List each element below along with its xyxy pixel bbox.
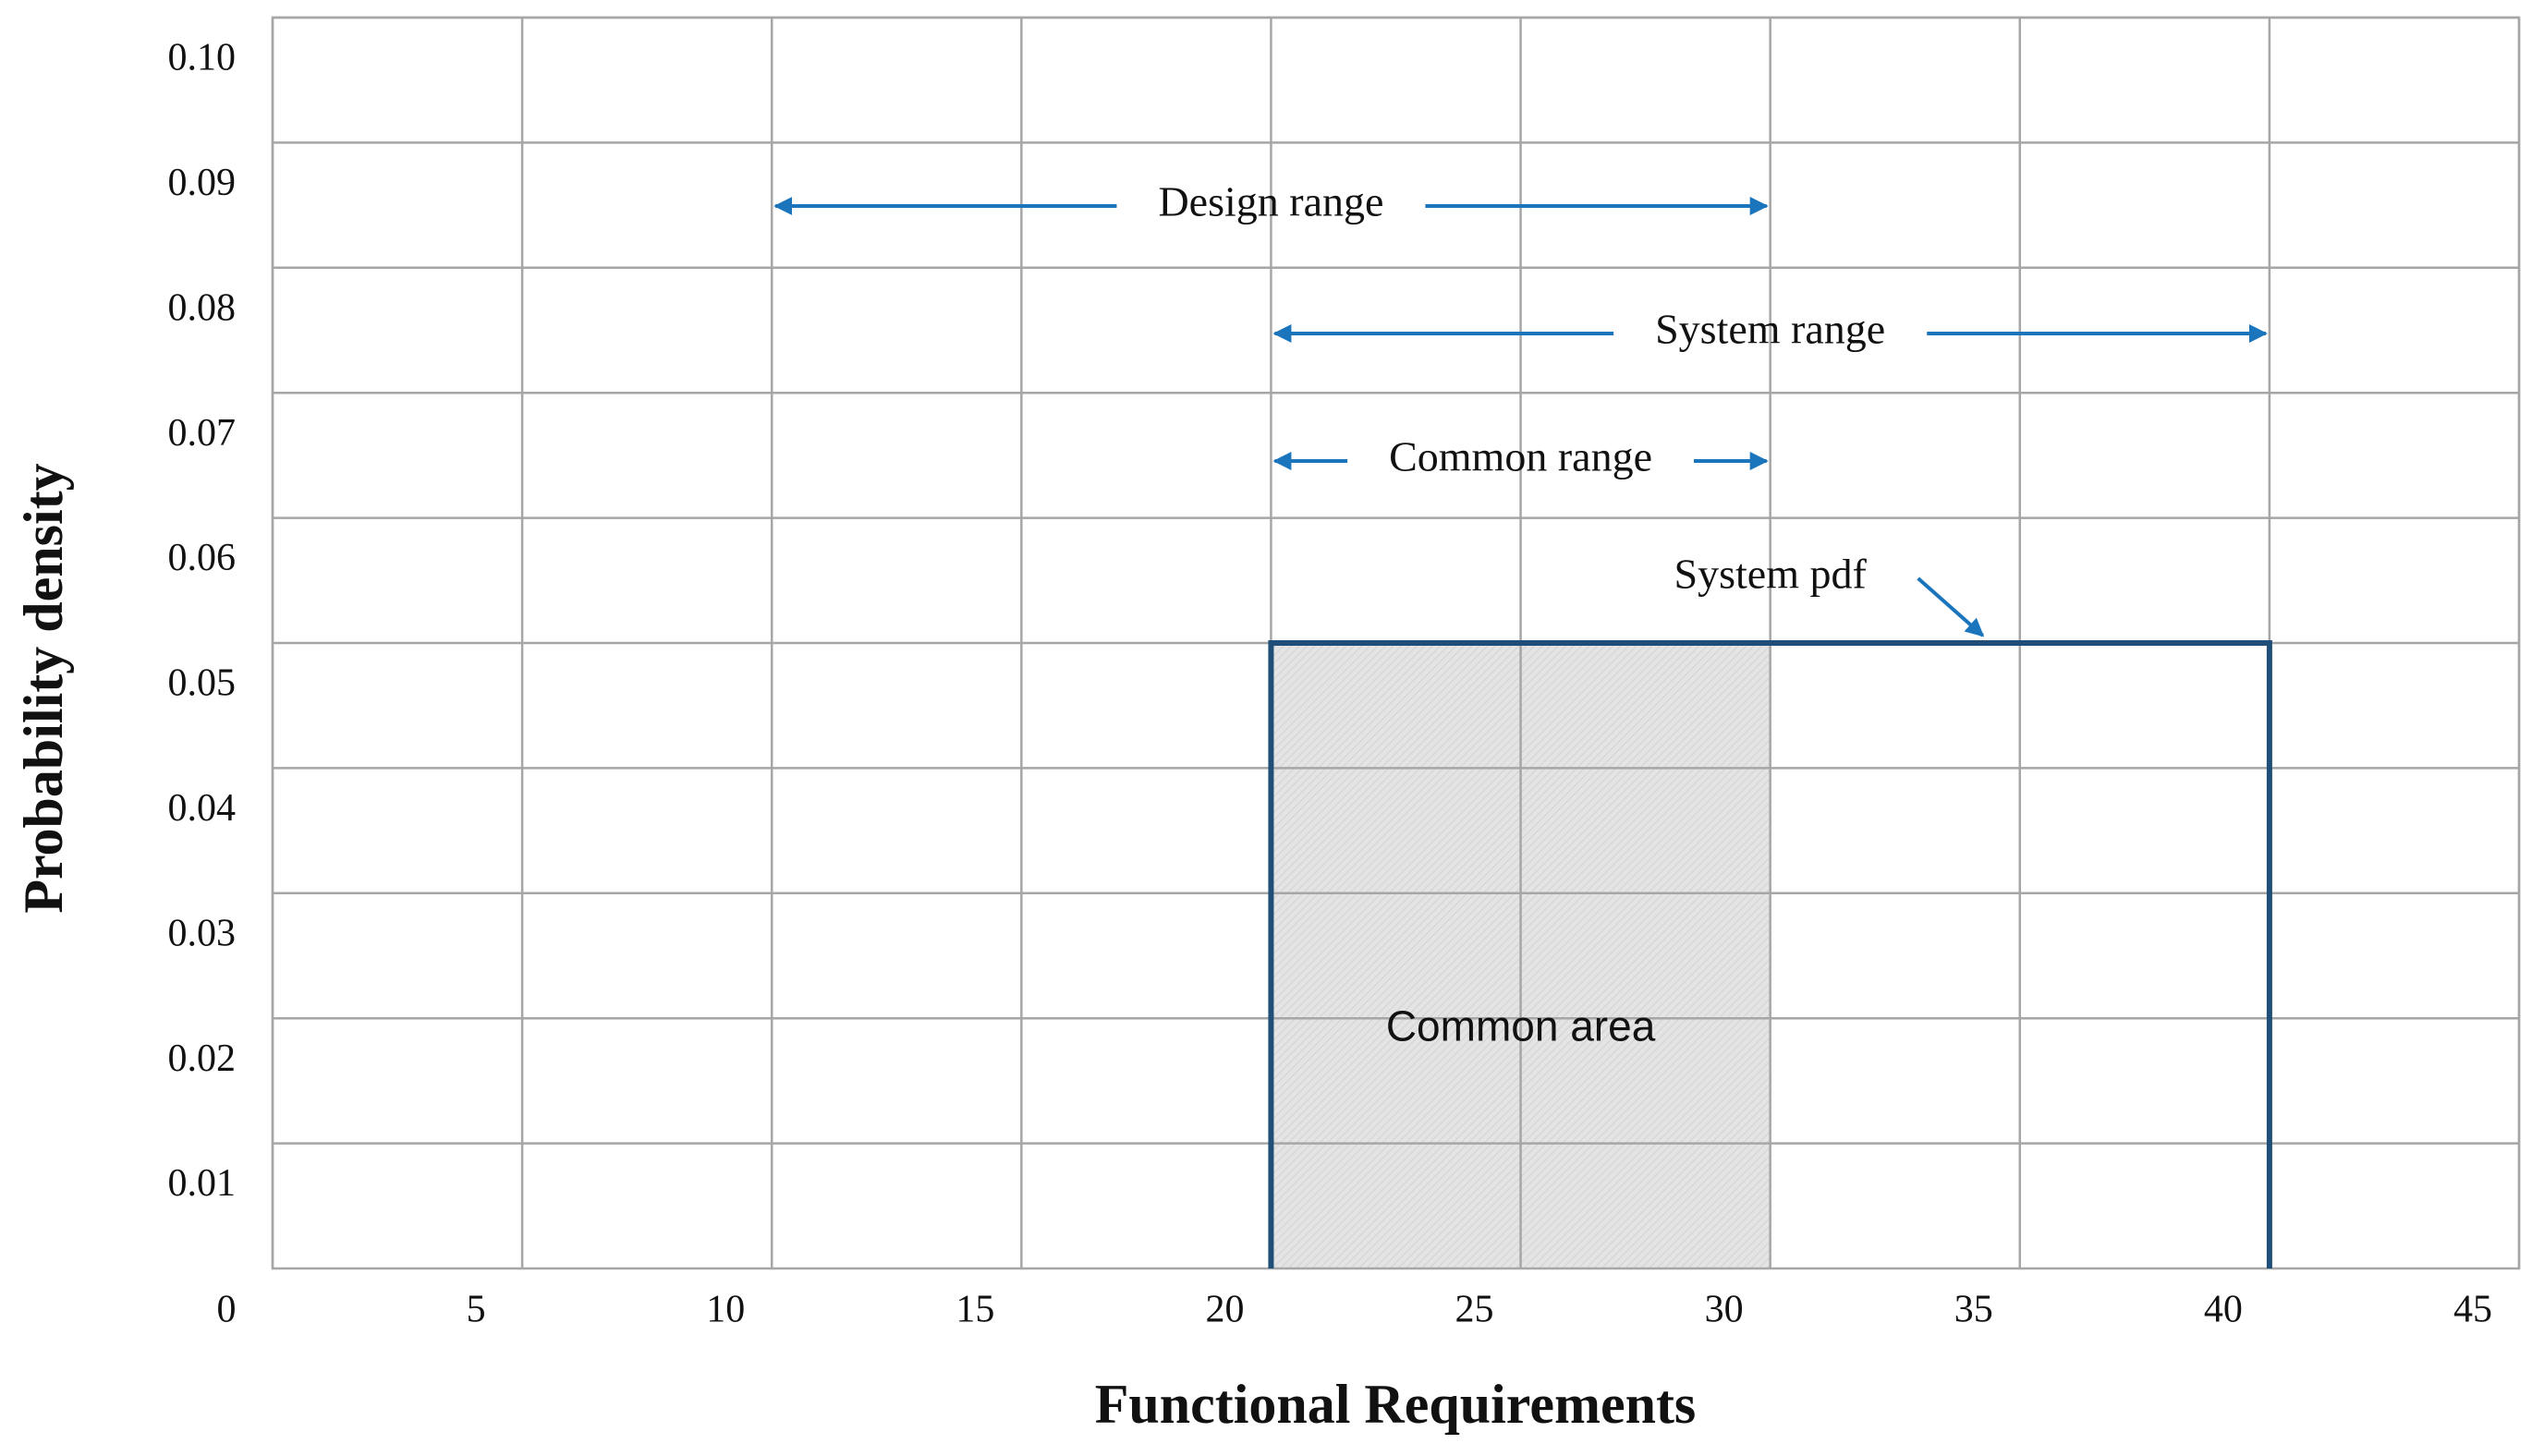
x-tick-label: 45 — [2453, 1289, 2492, 1331]
range-label: Common range — [1389, 433, 1652, 480]
area-label: Common area — [1386, 1002, 1656, 1050]
y-tick-label: 0.08 — [168, 286, 237, 329]
y-axis-title: Probability density — [13, 463, 74, 913]
y-tick-label: 0.02 — [168, 1037, 237, 1080]
series-label: System pdf — [1674, 551, 1868, 598]
y-tick-label: 0.04 — [168, 787, 237, 830]
x-tick-label: 0 — [217, 1289, 237, 1331]
y-tick-label: 0.05 — [168, 662, 237, 705]
range-label: Design range — [1158, 178, 1383, 225]
plot-frame — [271, 16, 2521, 1270]
y-tick-label: 0.01 — [168, 1162, 237, 1205]
series-label-arrow — [1917, 576, 1985, 637]
x-tick-label: 15 — [956, 1289, 994, 1331]
x-tick-label: 30 — [1705, 1289, 1744, 1331]
x-axis-title: Functional Requirements — [1095, 1374, 1697, 1435]
y-tick-label: 0.09 — [168, 162, 237, 204]
y-tick-label: 0.07 — [168, 412, 237, 455]
y-tick-label: 0.06 — [168, 537, 237, 579]
x-tick-label: 25 — [1455, 1289, 1494, 1331]
pdf-line — [1268, 640, 2272, 1268]
range-label: System range — [1655, 306, 1885, 353]
y-tick-label: 0.03 — [168, 912, 237, 954]
x-tick-label: 10 — [706, 1289, 745, 1331]
y-tick-label: 0.10 — [168, 37, 237, 79]
x-tick-label: 35 — [1954, 1289, 1993, 1331]
x-tick-label: 20 — [1205, 1289, 1244, 1331]
x-tick-label: 40 — [2204, 1289, 2243, 1331]
x-tick-label: 5 — [467, 1289, 486, 1331]
